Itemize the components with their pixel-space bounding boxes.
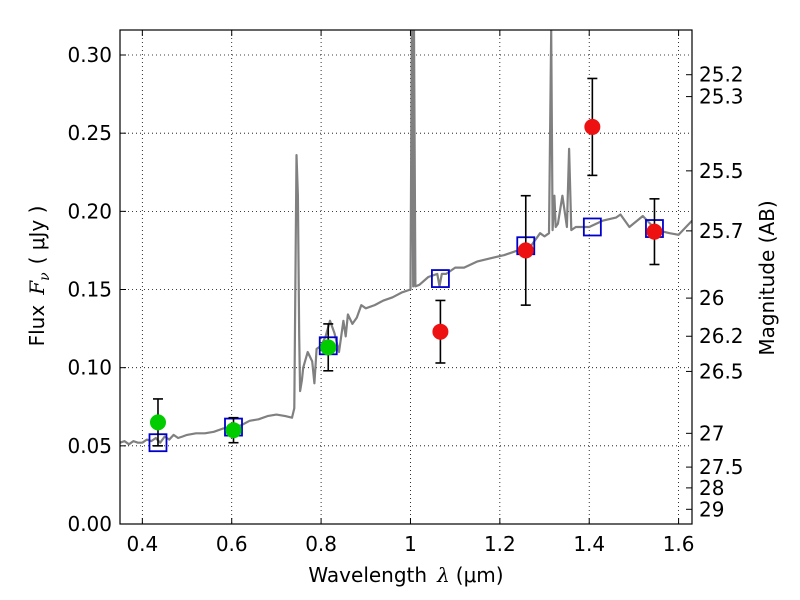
data-point xyxy=(149,414,166,431)
mag-tick-label: 27.5 xyxy=(699,455,744,479)
y-tick-label: 0.15 xyxy=(67,278,112,302)
data-point xyxy=(646,223,663,240)
x-tick-label: 0.4 xyxy=(126,532,158,556)
y-tick-label: 0.05 xyxy=(67,434,112,458)
x-axis-label: Wavelength λ (μm) xyxy=(308,563,503,587)
y-tick-label: 0.10 xyxy=(67,356,112,380)
mag-tick-label: 29 xyxy=(699,497,724,521)
data-point xyxy=(432,323,449,340)
y-tick-label: 0.30 xyxy=(67,43,112,67)
y2-axis-label: Magnitude (AB) xyxy=(755,200,779,355)
mag-tick-label: 28 xyxy=(699,476,724,500)
x-tick-label: 1.6 xyxy=(663,532,695,556)
plot-frame xyxy=(119,29,693,525)
mag-tick-label: 25.2 xyxy=(699,63,744,87)
mag-tick-label: 25.3 xyxy=(699,85,744,109)
y-tick-label: 0.20 xyxy=(67,199,112,223)
y-tick-label: 0.25 xyxy=(67,121,112,145)
mag-tick-label: 26.5 xyxy=(699,359,744,383)
mag-tick-label: 25.7 xyxy=(699,219,744,243)
data-point xyxy=(320,339,337,356)
x-tick-label: 1.4 xyxy=(573,532,605,556)
mag-tick-label: 25.5 xyxy=(699,159,744,183)
model-square-marker xyxy=(431,269,450,288)
mag-tick-label: 27 xyxy=(699,421,724,445)
axes: 0.4 0.6 0.8 1 1.2 1.4 1.6 0.00 0.05 0.10 0.15 0.20 0… xyxy=(67,30,744,556)
y-tick-label: 0.00 xyxy=(67,512,112,536)
spectrum-series xyxy=(120,30,692,446)
x-tick-label: 1 xyxy=(404,532,417,556)
mag-tick-label: 26.2 xyxy=(699,324,744,348)
x-tick-label: 0.6 xyxy=(216,532,248,556)
x-tick-label: 1.2 xyxy=(484,532,516,556)
spectrum-line xyxy=(120,30,692,446)
data-point xyxy=(517,242,534,259)
markers xyxy=(148,77,664,453)
mag-tick-label: 26 xyxy=(699,286,724,310)
data-point xyxy=(584,118,601,135)
model-square-marker xyxy=(582,217,602,237)
data-point xyxy=(225,422,242,439)
x-tick-label: 0.8 xyxy=(305,532,337,556)
y-axis-label: FluxFν( μJy ) xyxy=(25,206,53,347)
